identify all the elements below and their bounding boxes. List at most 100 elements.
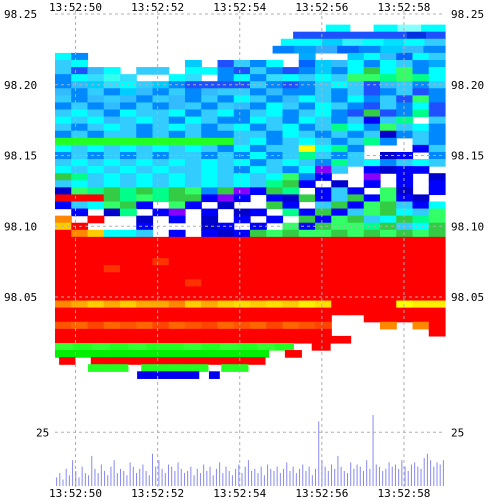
depth-cell <box>298 102 316 111</box>
depth-cell <box>217 187 235 196</box>
depth-cell <box>87 194 105 203</box>
depth-cell <box>168 201 186 210</box>
depth-cell <box>233 236 251 245</box>
depth-cell <box>103 102 121 111</box>
depth-cell <box>396 102 414 111</box>
depth-cell <box>87 265 105 273</box>
depth-cell <box>201 187 219 196</box>
depth-cell <box>55 300 72 309</box>
depth-cell <box>136 293 154 302</box>
depth-cell <box>103 88 121 96</box>
depth-cell <box>73 342 93 351</box>
depth-cell <box>298 59 316 68</box>
depth-cell <box>220 342 239 351</box>
depth-cell <box>412 109 430 118</box>
depth-cell <box>396 314 414 323</box>
depth-cell <box>120 265 137 273</box>
depth-cell <box>217 357 234 365</box>
depth-cell <box>266 180 284 188</box>
depth-cell <box>363 194 381 203</box>
depth-cell <box>71 286 89 295</box>
depth-cell <box>120 194 137 203</box>
depth-cell <box>201 109 219 118</box>
depth-cell <box>71 95 89 104</box>
depth-cell <box>315 279 332 287</box>
depth-cell <box>120 137 137 146</box>
depth-cell <box>194 335 213 344</box>
depth-cell <box>342 38 364 47</box>
depth-cell <box>217 109 235 118</box>
depth-cell <box>136 173 154 181</box>
depth-cell <box>152 88 170 96</box>
depth-cell <box>185 180 202 188</box>
depth-cell <box>103 314 121 323</box>
depth-cell <box>412 95 430 104</box>
depth-cell <box>152 272 170 280</box>
depth-cell <box>266 137 284 146</box>
depth-cell <box>396 88 414 96</box>
depth-cell <box>380 67 397 75</box>
depth-cell <box>428 102 446 111</box>
depth-cell <box>154 364 169 372</box>
depth-cell <box>201 166 219 174</box>
depth-cell <box>202 350 220 358</box>
depth-cell <box>201 95 219 104</box>
depth-cell <box>168 123 186 132</box>
depth-cell <box>55 109 72 118</box>
depth-cell <box>87 350 105 358</box>
depth-cell <box>282 279 300 287</box>
depth-cell <box>185 328 202 337</box>
depth-cell <box>106 357 124 365</box>
depth-cell <box>412 201 430 210</box>
depth-cell <box>201 151 219 160</box>
depth-cell <box>186 350 204 358</box>
depth-cell <box>101 364 116 372</box>
depth-cell <box>217 74 235 82</box>
depth-cell <box>152 236 170 245</box>
depth-cell <box>136 166 154 174</box>
depth-cell <box>71 137 89 146</box>
depth-cell <box>315 45 338 54</box>
depth-cell <box>428 272 446 280</box>
depth-cell <box>103 258 121 266</box>
depth-cell <box>168 180 186 188</box>
depth-cell <box>315 272 332 280</box>
y-tick-label-right: 98.20 <box>451 79 484 92</box>
depth-cell <box>272 45 295 54</box>
y-tick-label-right: 98.25 <box>451 8 484 21</box>
depth-cell <box>55 166 72 174</box>
depth-cell <box>266 300 284 309</box>
depth-cell <box>185 173 202 181</box>
depth-cell <box>136 279 154 287</box>
depth-cell <box>233 357 250 365</box>
depth-cell <box>315 286 332 295</box>
depth-cell <box>315 187 332 196</box>
grid-lines <box>55 10 445 488</box>
depth-cell <box>412 144 430 153</box>
depth-cell <box>428 130 446 139</box>
depth-cell <box>55 265 72 273</box>
depth-cell <box>136 265 154 273</box>
depth-cell <box>412 74 430 82</box>
depth-cell <box>250 130 267 139</box>
depth-cell <box>71 272 89 280</box>
depth-cell <box>428 208 446 217</box>
depth-cell <box>201 222 219 231</box>
depth-cell <box>55 272 72 280</box>
depth-cell <box>165 342 184 351</box>
depth-cell <box>250 293 267 302</box>
depth-cell <box>337 45 360 54</box>
depth-cell <box>152 102 170 111</box>
depth-cell <box>87 166 105 174</box>
depth-cell <box>87 258 105 266</box>
depth-cell <box>185 187 202 196</box>
depth-cell <box>120 159 137 167</box>
depth-cell <box>211 335 230 344</box>
depth-cell <box>315 159 332 167</box>
depth-cell <box>152 293 170 302</box>
depth-cell <box>331 102 349 111</box>
depth-cell <box>120 144 137 153</box>
depth-cell <box>396 236 414 245</box>
depth-cell <box>136 201 154 210</box>
depth-cell <box>152 321 170 330</box>
